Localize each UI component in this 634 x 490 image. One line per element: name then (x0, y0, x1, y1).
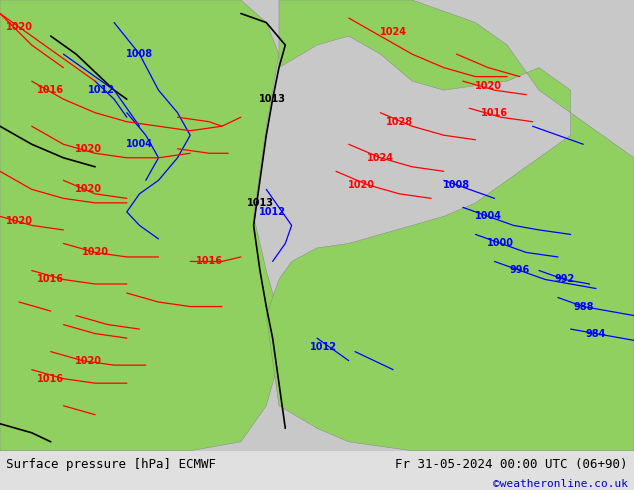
Text: 984: 984 (586, 329, 606, 339)
Text: 1012: 1012 (310, 342, 337, 352)
Text: 1020: 1020 (475, 81, 501, 91)
Text: 1020: 1020 (75, 184, 102, 195)
Text: Fr 31-05-2024 00:00 UTC (06+90): Fr 31-05-2024 00:00 UTC (06+90) (395, 458, 628, 471)
Text: 1020: 1020 (6, 22, 32, 32)
Text: 1004: 1004 (126, 139, 153, 149)
Text: 1024: 1024 (380, 26, 406, 37)
Text: 1008: 1008 (443, 180, 470, 190)
Text: 1020: 1020 (348, 180, 375, 190)
Text: 1004: 1004 (475, 211, 501, 221)
Text: 1024: 1024 (367, 153, 394, 163)
Text: 1016: 1016 (481, 108, 508, 118)
Text: 1028: 1028 (386, 117, 413, 127)
Text: Surface pressure [hPa] ECMWF: Surface pressure [hPa] ECMWF (6, 458, 216, 471)
Text: 1020: 1020 (6, 216, 32, 226)
Text: 1013: 1013 (247, 198, 273, 208)
Text: 1020: 1020 (75, 356, 102, 366)
Text: 1016: 1016 (37, 85, 64, 95)
Text: 988: 988 (573, 301, 593, 312)
Text: 1016: 1016 (196, 256, 223, 267)
Polygon shape (0, 0, 279, 451)
Text: 1008: 1008 (126, 49, 153, 59)
Text: 1020: 1020 (75, 144, 102, 154)
Text: 1013: 1013 (259, 94, 286, 104)
Text: 1016: 1016 (37, 374, 64, 384)
Text: 1012: 1012 (259, 207, 286, 217)
Text: 1020: 1020 (82, 247, 108, 257)
Text: 992: 992 (554, 274, 574, 285)
Text: 1000: 1000 (488, 239, 514, 248)
Polygon shape (266, 0, 634, 451)
Text: 996: 996 (510, 266, 530, 275)
Text: ©weatheronline.co.uk: ©weatheronline.co.uk (493, 479, 628, 489)
Text: 1016: 1016 (37, 274, 64, 285)
Text: 1012: 1012 (88, 85, 115, 95)
